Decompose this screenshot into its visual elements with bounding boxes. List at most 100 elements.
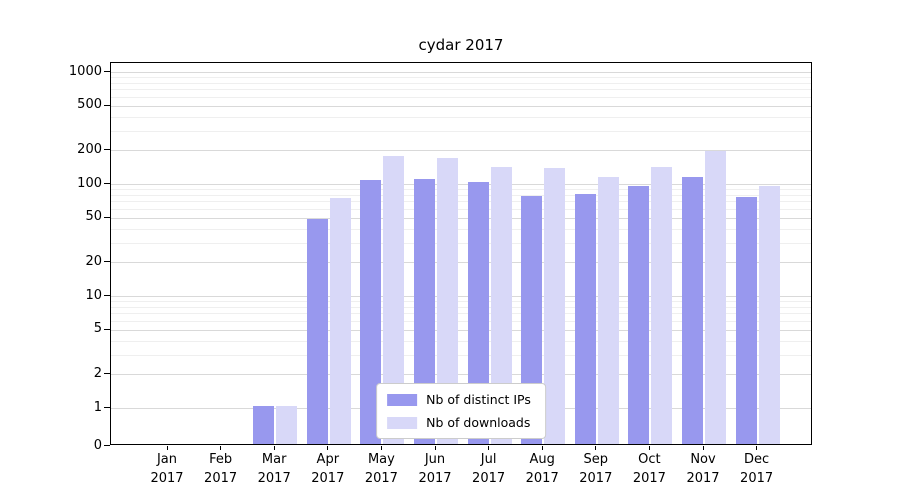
- bar-downloads: [329, 197, 351, 444]
- y-tick-mark: [104, 295, 110, 296]
- gridline-minor: [111, 242, 811, 244]
- y-tick-mark: [104, 183, 110, 184]
- x-tick-label: Jan 2017: [150, 452, 184, 486]
- legend-swatch-distinct-ips: [387, 393, 418, 406]
- gridline-major: [111, 217, 811, 219]
- gridline-minor: [111, 320, 811, 322]
- x-tick-mark: [488, 446, 490, 450]
- x-tick-label: Feb 2017: [204, 452, 238, 486]
- gridline-major: [111, 262, 811, 264]
- y-tick-label: 0: [93, 437, 102, 453]
- gridline-minor: [111, 89, 811, 91]
- plot-area: Nb of distinct IPs Nb of downloads: [110, 62, 812, 445]
- x-tick-label: Dec 2017: [740, 452, 774, 486]
- bar-distinct-ips: [306, 218, 328, 444]
- chart-title: cydar 2017: [418, 36, 504, 54]
- gridline-minor: [111, 201, 811, 203]
- x-tick-mark: [220, 446, 222, 450]
- x-tick-label: Mar 2017: [257, 452, 291, 486]
- gridline-major: [111, 105, 811, 107]
- y-tick-label: 1000: [68, 63, 102, 79]
- x-tick-label: Nov 2017: [686, 452, 720, 486]
- y-tick-mark: [104, 445, 110, 446]
- x-tick-mark: [327, 446, 329, 450]
- bar-downloads: [651, 167, 673, 444]
- x-tick-label: Oct 2017: [632, 452, 666, 486]
- bar-distinct-ips: [414, 178, 435, 444]
- x-tick-label: Sep 2017: [579, 452, 613, 486]
- y-tick-label: 100: [77, 175, 102, 191]
- bar-downloads: [758, 185, 780, 444]
- bar-distinct-ips: [360, 179, 382, 444]
- x-tick-mark: [434, 446, 436, 450]
- bar-distinct-ips: [682, 177, 703, 444]
- gridline-major: [111, 72, 811, 73]
- x-tick-label: May 2017: [364, 452, 398, 486]
- gridline-minor: [111, 130, 811, 132]
- y-tick-mark: [104, 216, 110, 218]
- y-tick-label: 50: [85, 209, 102, 225]
- y-tick-mark: [104, 104, 110, 106]
- bar-distinct-ips: [628, 186, 650, 444]
- y-tick-label: 2: [93, 365, 102, 381]
- y-tick-label: 1: [93, 399, 102, 415]
- x-tick-mark: [756, 446, 758, 450]
- x-tick-label: Jun 2017: [418, 452, 452, 486]
- y-tick-mark: [104, 328, 110, 330]
- x-tick-mark: [166, 446, 168, 450]
- bar-downloads: [490, 167, 512, 444]
- y-tick-label: 5: [93, 321, 102, 337]
- bar-distinct-ips: [574, 194, 596, 444]
- bar-downloads: [276, 406, 298, 444]
- y-tick-mark: [104, 373, 110, 375]
- gridline-minor: [111, 208, 811, 210]
- gridline-minor: [111, 189, 811, 191]
- gridline-major: [111, 329, 811, 331]
- bar-distinct-ips: [467, 182, 489, 444]
- y-tick-mark: [104, 71, 110, 72]
- gridline-minor: [111, 82, 811, 84]
- y-tick-label: 500: [77, 97, 102, 113]
- bar-distinct-ips: [521, 196, 543, 444]
- y-tick-label: 200: [77, 141, 102, 157]
- gridline-minor: [111, 194, 811, 196]
- gridline-minor: [111, 96, 811, 98]
- gridline-minor: [111, 313, 811, 315]
- bar-distinct-ips: [735, 196, 757, 444]
- bar-downloads: [544, 168, 566, 444]
- legend-swatch-downloads: [387, 416, 418, 429]
- y-tick-label: 20: [85, 253, 102, 269]
- gridline-major: [111, 296, 811, 297]
- gridline-major: [111, 184, 811, 185]
- gridline-minor: [111, 354, 811, 356]
- bar-downloads: [597, 177, 619, 444]
- legend-label-distinct-ips: Nb of distinct IPs: [426, 392, 531, 407]
- gridline-major: [111, 150, 811, 152]
- bar-downloads: [705, 151, 726, 444]
- x-tick-label: Apr 2017: [311, 452, 345, 486]
- x-tick-mark: [541, 446, 543, 450]
- y-tick-mark: [104, 261, 110, 263]
- gridline-minor: [111, 116, 811, 118]
- x-tick-mark: [595, 446, 597, 450]
- gridline-major: [111, 374, 811, 376]
- gridline-minor: [111, 306, 811, 308]
- legend-item-downloads: Nb of downloads: [387, 415, 531, 430]
- x-tick-mark: [702, 446, 704, 450]
- x-tick-label: Aug 2017: [525, 452, 559, 486]
- gridline-minor: [111, 301, 811, 303]
- gridline-minor: [111, 228, 811, 230]
- legend: Nb of distinct IPs Nb of downloads: [376, 383, 546, 439]
- bar-distinct-ips: [253, 406, 275, 444]
- gridline-minor: [111, 340, 811, 342]
- bar-downloads: [383, 156, 405, 444]
- x-tick-mark: [380, 446, 382, 450]
- legend-label-downloads: Nb of downloads: [426, 415, 531, 430]
- legend-item-distinct-ips: Nb of distinct IPs: [387, 392, 531, 407]
- y-tick-mark: [104, 149, 110, 151]
- x-tick-label: Jul 2017: [472, 452, 506, 486]
- bar-downloads: [437, 158, 458, 444]
- x-tick-mark: [648, 446, 650, 450]
- x-tick-mark: [273, 446, 275, 450]
